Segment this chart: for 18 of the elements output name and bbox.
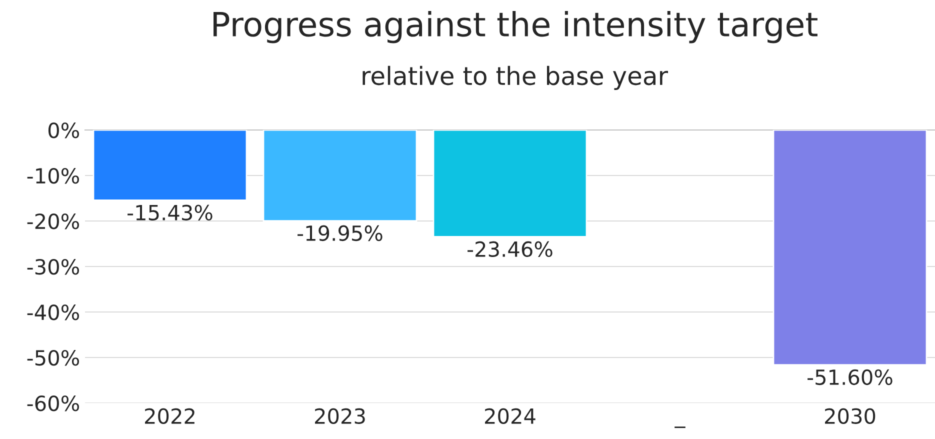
x-tick-label: 2023	[315, 408, 365, 424]
y-tick-label: -50%	[27, 350, 79, 366]
x-tick-label: _	[674, 426, 686, 428]
y-tick-label: -60%	[27, 395, 79, 412]
y-tick-label: -20%	[27, 213, 79, 230]
y-tick-label: 0%	[48, 122, 79, 138]
chart-subtitle: relative to the base year	[362, 66, 668, 90]
y-tick-label: -40%	[27, 304, 79, 320]
data-label: -15.43%	[128, 204, 212, 220]
y-tick-label: -30%	[27, 258, 79, 275]
data-label: -19.95%	[298, 225, 382, 242]
data-label: -23.46%	[468, 241, 552, 258]
x-tick-label: 2022	[145, 408, 194, 424]
x-tick-label: 2030	[825, 408, 876, 424]
data-label: -51.60%	[808, 369, 892, 386]
y-tick-label: -10%	[27, 168, 79, 184]
chart-title: Progress against the intensity target	[214, 10, 818, 44]
x-tick-label: 2024	[485, 408, 536, 424]
